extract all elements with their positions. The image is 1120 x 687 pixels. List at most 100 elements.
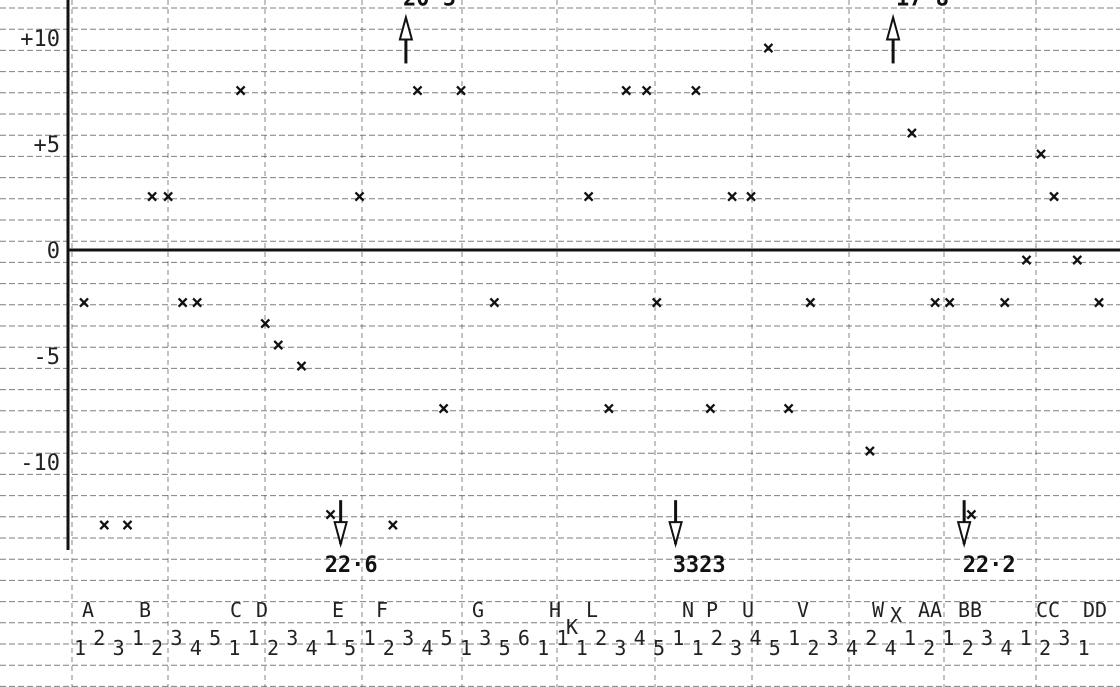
y-tick-label: 0	[47, 239, 60, 264]
x-tick-label: 4	[749, 626, 761, 650]
x-tick-label: 3	[113, 636, 125, 660]
x-tick-label: 4	[1000, 636, 1012, 660]
x-tick-label: 5	[769, 636, 781, 660]
x-group-label: W	[872, 598, 885, 622]
x-group-labels: A B C D E F G HKL N P U V W X AA BB CC DD	[82, 598, 1107, 639]
annotation-label: 20·5	[403, 0, 456, 12]
x-tick-label: 2	[711, 626, 723, 650]
data-point: ×	[235, 78, 247, 102]
data-point: ×	[98, 513, 110, 537]
x-tick-label: 3	[981, 626, 993, 650]
x-group-label: CC	[1036, 598, 1060, 622]
data-point: ×	[603, 396, 615, 420]
data-point: ×	[726, 184, 738, 208]
data-point: ×	[1071, 248, 1083, 272]
x-group-label: B	[139, 598, 151, 622]
x-tick-label: 1	[556, 626, 568, 650]
data-point: ×	[1020, 248, 1032, 272]
data-point: ×	[906, 120, 918, 144]
x-tick-label: 2	[923, 636, 935, 660]
data-point: ×	[78, 290, 90, 314]
data-point: ×	[411, 78, 423, 102]
x-tick-label: 4	[190, 636, 202, 660]
data-point: ×	[146, 184, 158, 208]
data-point: ×	[295, 354, 307, 378]
x-group-label: H	[549, 598, 561, 622]
x-tick-label: 2	[807, 636, 819, 660]
data-point: ×	[641, 78, 653, 102]
x-tick-label: 1	[692, 636, 704, 660]
data-point: ×	[999, 290, 1011, 314]
x-tick-label: 5	[441, 626, 453, 650]
x-group-label: N	[682, 598, 694, 622]
x-tick-label: 1	[1020, 626, 1032, 650]
x-tick-label: 2	[93, 626, 105, 650]
x-tick-label: 3	[614, 636, 626, 660]
x-tick-label: 3	[827, 626, 839, 650]
x-tick-label: 5	[499, 636, 511, 660]
data-point: ×	[177, 290, 189, 314]
data-point: ×	[583, 184, 595, 208]
x-tick-label: 1	[576, 636, 588, 660]
data-point: ×	[455, 78, 467, 102]
arrow-head-down	[956, 521, 972, 548]
data-point: ×	[965, 502, 977, 526]
x-group-label: DD	[1083, 598, 1107, 622]
annotation-label: 22·6	[325, 553, 378, 578]
x-tick-label: 4	[885, 636, 897, 660]
y-tick-label: +10	[20, 27, 60, 52]
data-point: ×	[651, 290, 663, 314]
x-group-label: E	[332, 598, 344, 622]
data-point: ×	[488, 290, 500, 314]
x-group-label: D	[256, 598, 268, 622]
x-tick-label: 2	[1039, 636, 1051, 660]
data-point: ×	[353, 184, 365, 208]
x-group-label: A	[82, 598, 94, 622]
data-point: ×	[929, 290, 941, 314]
x-tick-label: 1	[74, 636, 86, 660]
x-tick-label: 1	[228, 636, 240, 660]
data-point: ×	[162, 184, 174, 208]
x-group-label: BB	[958, 598, 982, 622]
y-tick-label: +5	[34, 133, 61, 158]
x-tick-label: 2	[595, 626, 607, 650]
x-group-label: F	[376, 598, 388, 622]
data-point: ×	[620, 78, 632, 102]
data-point: ×	[272, 332, 284, 356]
data-points: ×× ×× ×× ××××××××××××××× ××××× ××××××× ×××××××…	[78, 36, 1105, 537]
data-point: ×	[690, 78, 702, 102]
x-group-label: X	[890, 603, 902, 627]
data-point: ×	[944, 290, 956, 314]
data-point: ×	[783, 396, 795, 420]
x-tick-label: 1	[942, 626, 954, 650]
data-point: ×	[1093, 290, 1105, 314]
x-group-label: L	[586, 598, 598, 622]
x-group-label: G	[472, 598, 484, 622]
x-group-label: V	[797, 598, 809, 622]
x-tick-label: 4	[421, 636, 433, 660]
x-tick-label: 4	[634, 626, 646, 650]
x-tick-label: 1	[325, 626, 337, 650]
x-tick-label: 1	[363, 626, 375, 650]
x-tick-label: 1	[460, 636, 472, 660]
x-tick-label: 1	[904, 626, 916, 650]
x-tick-label: 3	[479, 626, 491, 650]
x-group-label: U	[742, 598, 754, 622]
annotation-label: 3323	[673, 553, 726, 578]
x-tick-label: 2	[865, 626, 877, 650]
y-tick-label: -10	[20, 451, 60, 476]
annotations: 20·5 22·6 3323 17·8 22·2	[325, 0, 1016, 578]
x-group-label: K	[566, 615, 578, 639]
data-point: ×	[121, 513, 133, 537]
data-point: ×	[259, 311, 271, 335]
arrow-head-down	[333, 521, 348, 548]
x-tick-label: 5	[653, 636, 665, 660]
x-tick-label: 1	[1078, 636, 1090, 660]
arrow-head-up	[885, 13, 901, 41]
x-tick-label: 5	[344, 636, 356, 660]
x-tick-label: 3	[170, 626, 182, 650]
data-point: ×	[1048, 184, 1060, 208]
